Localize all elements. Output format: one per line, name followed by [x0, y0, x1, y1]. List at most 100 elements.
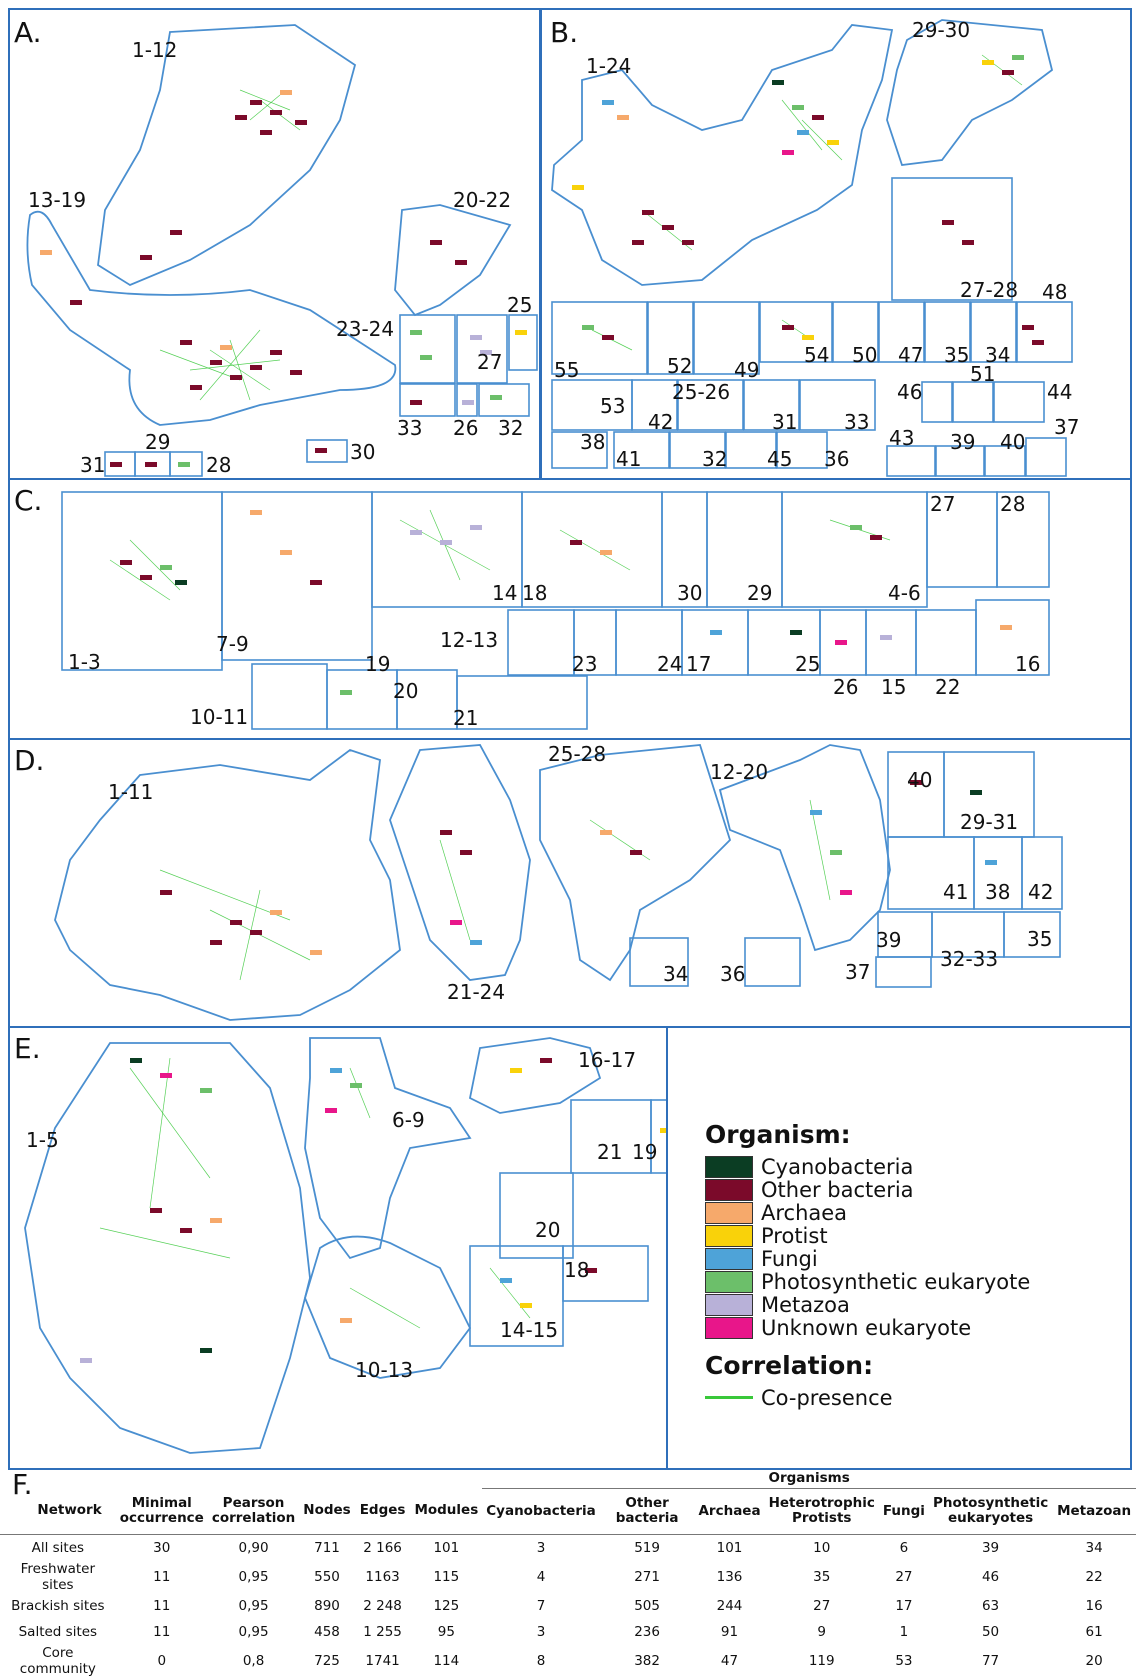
col-header: Modules — [410, 1488, 483, 1535]
table-cell: 519 — [634, 1539, 660, 1556]
panel-b: B. — [540, 8, 1132, 480]
table-cell: 11 — [153, 1597, 171, 1614]
module-label: 34 — [663, 962, 689, 986]
module-label: 26 — [453, 416, 479, 440]
legend: Organism: Cyanobacteria Other bacteria A… — [705, 1120, 1125, 1410]
table-cell: 1741 — [365, 1652, 400, 1669]
module-label: 29 — [747, 581, 773, 605]
module-label: 53 — [600, 394, 626, 418]
table-cell: 101 — [716, 1539, 743, 1556]
table-cell: 0,8 — [242, 1652, 265, 1669]
module-label: 19 — [632, 1140, 658, 1164]
table-cell: All sites — [31, 1539, 85, 1556]
table-cell: 136 — [716, 1568, 743, 1585]
module-label: 29-31 — [960, 810, 1019, 834]
organisms-group-header: Organisms — [482, 1470, 1136, 1489]
panel-b-edges — [591, 54, 1023, 351]
module-label: 27 — [930, 492, 956, 516]
table-cell: 3 — [536, 1623, 546, 1640]
panel-b-nodes — [572, 55, 1044, 345]
module-label: 21-24 — [447, 980, 506, 1004]
legend-item-other-bacteria: Other bacteria — [705, 1178, 1125, 1202]
module-label: 31 — [80, 453, 106, 477]
module-label: 32 — [498, 416, 524, 440]
table-row: Salted sites 11 0,95 458 1 255 95 3 236 91 9 … — [0, 1619, 1136, 1645]
module-label: 55 — [554, 358, 580, 382]
legend-label: Cyanobacteria — [761, 1154, 914, 1179]
table-cell: 9 — [817, 1623, 827, 1640]
panel-b-label: B. — [550, 16, 579, 49]
module-label: 21 — [597, 1140, 623, 1164]
panel-e: E. 1-5 6-9 16-17 21 19 20 18 14-15 10 — [8, 1026, 668, 1470]
panel-d-nodes — [160, 780, 997, 955]
table-cell: 35 — [813, 1568, 831, 1585]
table-row: All sites 30 0,90 711 2 166 101 3 519 101 10 … — [0, 1534, 1136, 1561]
table-cell: 271 — [634, 1568, 660, 1585]
panel-d-network — [54, 744, 1063, 1021]
panel-b-network — [551, 19, 1073, 477]
table-cell: 119 — [808, 1652, 835, 1669]
module-label: 22 — [935, 675, 961, 699]
panel-d: D. 1-11 21-24 25-28 12-20 40 — [8, 738, 1132, 1028]
col-header: Other bacteria — [599, 1488, 695, 1535]
col-header: Edges — [354, 1488, 411, 1535]
col-header: Pearson correlation — [207, 1488, 300, 1535]
co-presence-line-icon — [705, 1396, 753, 1399]
panel-e-label: E. — [14, 1032, 41, 1065]
legend-label: Co-presence — [761, 1385, 893, 1410]
module-label: 1-11 — [108, 780, 154, 804]
panel-c: C. 1-3 7-9 14 1 — [8, 478, 1132, 740]
module-label: 33 — [844, 410, 870, 434]
table-cell: 2 248 — [363, 1597, 402, 1614]
table-cell: 17 — [895, 1597, 913, 1614]
module-label: 21 — [453, 706, 479, 730]
module-label: 25 — [507, 293, 533, 317]
table-cell: 4 — [536, 1568, 546, 1585]
swatch-other-bacteria — [705, 1178, 753, 1201]
module-label: 12-20 — [710, 760, 769, 784]
table-cell: 22 — [1085, 1568, 1103, 1585]
module-label: 15 — [881, 675, 907, 699]
col-header: Network — [0, 1488, 116, 1535]
module-label: 23-24 — [336, 317, 395, 341]
table-cell: 6 — [899, 1539, 909, 1556]
col-header: Metazoan — [1052, 1488, 1136, 1535]
module-label: 20 — [393, 679, 419, 703]
module-label: 14-15 — [500, 1318, 559, 1342]
panel-e-edges — [99, 1057, 531, 1329]
table-cell: 34 — [1085, 1539, 1103, 1556]
module-label: 33 — [397, 416, 423, 440]
module-label: 35 — [1027, 927, 1053, 951]
table-cell: 47 — [720, 1652, 739, 1669]
table-cell: 0,95 — [238, 1623, 269, 1640]
module-label: 39 — [876, 928, 902, 952]
col-header: Minimal occurrence — [115, 1488, 208, 1535]
module-label: 16 — [1015, 652, 1041, 676]
legend-label: Photosynthetic eukaryote — [761, 1269, 1031, 1294]
panel-d-label: D. — [14, 744, 45, 777]
module-label: 18 — [564, 1258, 590, 1282]
module-label: 6-9 — [392, 1108, 425, 1132]
module-label: 12-13 — [440, 628, 499, 652]
module-label: 40 — [907, 768, 933, 792]
table-cell: 50 — [981, 1623, 1000, 1640]
module-label: 49 — [734, 358, 760, 382]
table-cell: 244 — [716, 1597, 743, 1614]
table-cell: 3 — [536, 1539, 546, 1556]
module-label: 25-26 — [672, 380, 731, 404]
module-label: 17 — [686, 652, 712, 676]
module-label: 25-28 — [548, 742, 607, 766]
module-label: 13-19 — [28, 188, 87, 212]
module-label: 16-17 — [578, 1048, 637, 1072]
table-cell: 20 — [1085, 1652, 1103, 1669]
table-cell: 725 — [314, 1652, 340, 1669]
module-label: 37 — [1054, 415, 1080, 439]
table-cell: 53 — [895, 1652, 913, 1669]
legend-label: Protist — [761, 1223, 828, 1248]
table-cell: 115 — [433, 1568, 460, 1585]
legend-label: Archaea — [761, 1200, 848, 1225]
table-cell: 236 — [634, 1623, 660, 1640]
table-cell: 1 255 — [363, 1623, 402, 1640]
table-cell: 7 — [536, 1597, 546, 1614]
col-header: Fungi — [878, 1488, 929, 1535]
